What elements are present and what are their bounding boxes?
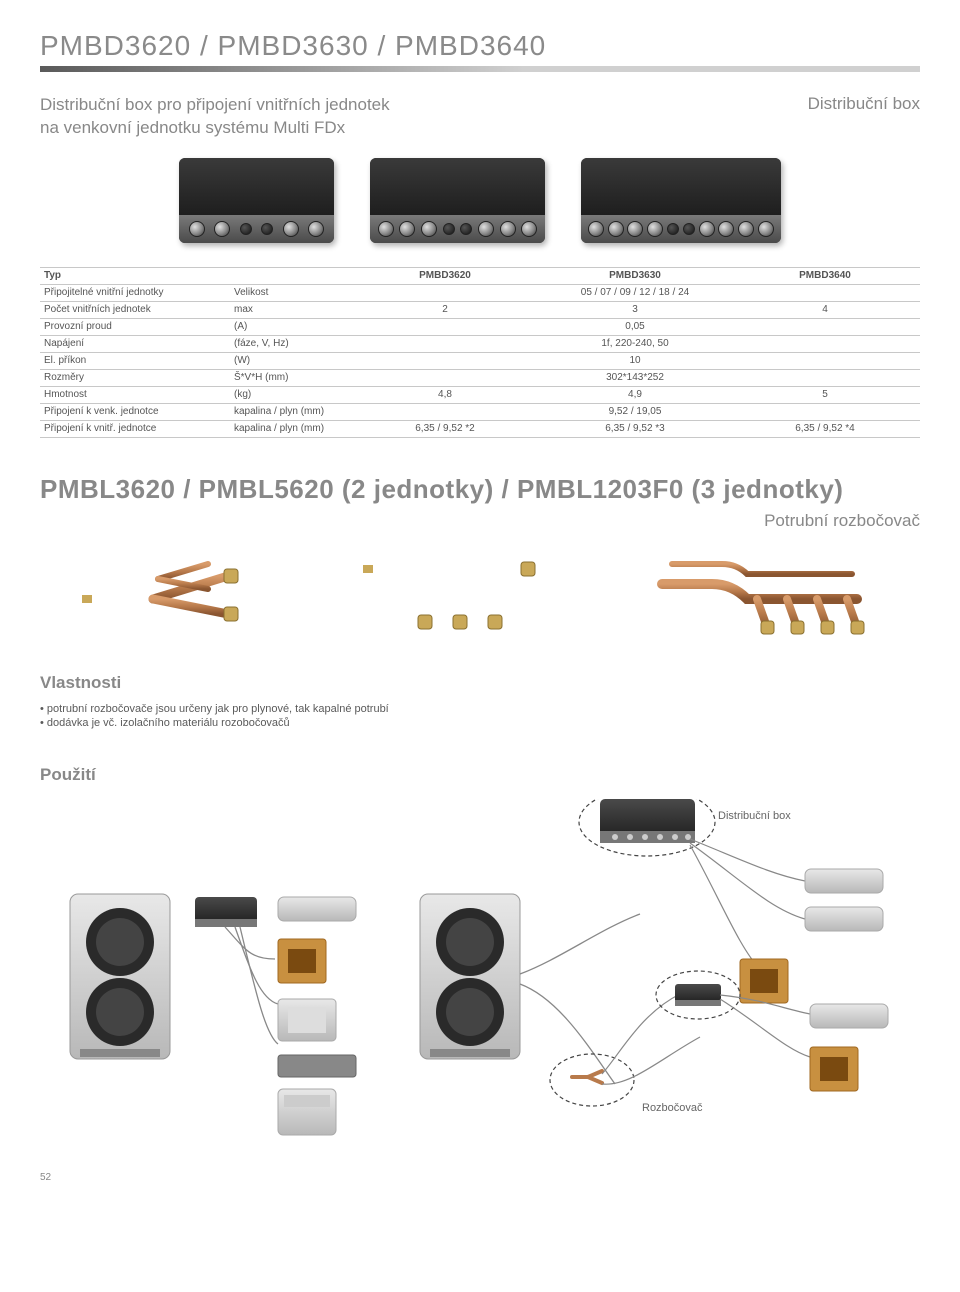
usage-diagram: Distribuční box Rozbočovač — [40, 799, 920, 1149]
table-row: Napájení(fáze, V, Hz)1f, 220-240, 50 — [40, 335, 920, 352]
row-unit: Velikost — [230, 284, 350, 301]
table-row: Připojitelné vnitřní jednotkyVelikost05 … — [40, 284, 920, 301]
distribution-box-image — [370, 158, 545, 243]
row-label: Hmotnost — [40, 386, 230, 403]
row-value: 4 — [730, 301, 920, 318]
page-number: 52 — [40, 1172, 920, 1183]
row-value: 9,52 / 19,05 — [350, 403, 920, 420]
row-unit: (fáze, V, Hz) — [230, 335, 350, 352]
outdoor-unit-left — [70, 894, 170, 1059]
row-unit: (A) — [230, 318, 350, 335]
table-row: Počet vnitřních jednotekmax234 — [40, 301, 920, 318]
section2-title: PMBL3620 / PMBL5620 (2 jednotky) / PMBL1… — [40, 474, 920, 505]
table-row: Připojení k vnitř. jednotcekapalina / pl… — [40, 420, 920, 437]
row-value: 2 — [350, 301, 540, 318]
property-item: potrubní rozbočovače jsou určeny jak pro… — [40, 703, 920, 715]
row-value: 1f, 220-240, 50 — [350, 335, 920, 352]
row-unit: Š*V*H (mm) — [230, 369, 350, 386]
usage-heading: Použití — [40, 765, 920, 785]
row-unit: max — [230, 301, 350, 318]
properties-list: potrubní rozbočovače jsou určeny jak pro… — [40, 703, 920, 729]
subtitle-left: Distribuční box pro připojení vnitřních … — [40, 94, 390, 140]
page-title: PMBD3620 / PMBD3630 / PMBD3640 — [40, 30, 920, 62]
row-label: Provozní proud — [40, 318, 230, 335]
row-value: 4,9 — [540, 386, 730, 403]
row-label: Napájení — [40, 335, 230, 352]
pipe-images — [40, 549, 920, 639]
pipe-manifold-3way — [355, 549, 575, 639]
row-value: PMBD3620 — [350, 267, 540, 284]
row-value: 3 — [540, 301, 730, 318]
distribution-box-image — [581, 158, 781, 243]
properties-heading: Vlastnosti — [40, 673, 920, 693]
table-row: RozměryŠ*V*H (mm)302*143*252 — [40, 369, 920, 386]
distribution-box-image — [179, 158, 334, 243]
row-value: 6,35 / 9,52 *2 — [350, 420, 540, 437]
row-unit: (kg) — [230, 386, 350, 403]
indoor-art-unit — [278, 939, 326, 983]
row-label: Počet vnitřních jednotek — [40, 301, 230, 318]
table-row: El. příkon(W)10 — [40, 352, 920, 369]
row-value: 5 — [730, 386, 920, 403]
row-label: Připojitelné vnitřní jednotky — [40, 284, 230, 301]
row-value: 6,35 / 9,52 *4 — [730, 420, 920, 437]
subtitle-line2: na venkovní jednotku systému Multi FDx — [40, 118, 345, 137]
row-value: 4,8 — [350, 386, 540, 403]
row-unit: kapalina / plyn (mm) — [230, 420, 350, 437]
row-unit: (W) — [230, 352, 350, 369]
section2-subtitle: Potrubní rozbočovač — [40, 511, 920, 531]
row-value: 0,05 — [350, 318, 920, 335]
row-value: PMBD3630 — [540, 267, 730, 284]
row-label: El. příkon — [40, 352, 230, 369]
table-row: Hmotnost(kg)4,84,95 — [40, 386, 920, 403]
title-underline — [40, 66, 920, 72]
pipe-manifold-4way — [652, 549, 882, 639]
row-label: Rozměry — [40, 369, 230, 386]
diagram-rozbocovac-label: Rozbočovač — [642, 1102, 703, 1114]
table-row: Připojení k venk. jednotcekapalina / ply… — [40, 403, 920, 420]
row-value: PMBD3640 — [730, 267, 920, 284]
row-value: 6,35 / 9,52 *3 — [540, 420, 730, 437]
pipe-manifold-2way — [78, 554, 278, 634]
indoor-duct-unit — [278, 1055, 356, 1077]
row-unit — [230, 267, 350, 284]
subtitle-row: Distribuční box pro připojení vnitřních … — [40, 94, 920, 140]
diagram-dist-box-label: Distribuční box — [718, 810, 791, 822]
row-label: Typ — [40, 267, 230, 284]
table-row: Typ PMBD3620PMBD3630PMBD3640 — [40, 267, 920, 284]
row-value: 05 / 07 / 09 / 12 / 18 / 24 — [350, 284, 920, 301]
diagram-dist-box — [600, 799, 695, 843]
indoor-wall-unit — [278, 897, 356, 921]
indoor-cassette-unit — [278, 999, 336, 1041]
row-value: 302*143*252 — [350, 369, 920, 386]
row-unit: kapalina / plyn (mm) — [230, 403, 350, 420]
table-row: Provozní proud(A)0,05 — [40, 318, 920, 335]
subtitle-line1: Distribuční box pro připojení vnitřních … — [40, 95, 390, 114]
product-images — [40, 158, 920, 243]
property-item: dodávka je vč. izolačního materiálu rozo… — [40, 717, 920, 729]
row-label: Připojení k venk. jednotce — [40, 403, 230, 420]
subtitle-right: Distribuční box — [808, 94, 920, 114]
spec-table: TypPMBD3620PMBD3630PMBD3640Připojitelné … — [40, 267, 920, 438]
row-label: Připojení k vnitř. jednotce — [40, 420, 230, 437]
outdoor-unit-middle — [420, 894, 520, 1059]
indoor-floor-unit — [278, 1089, 336, 1135]
row-value: 10 — [350, 352, 920, 369]
